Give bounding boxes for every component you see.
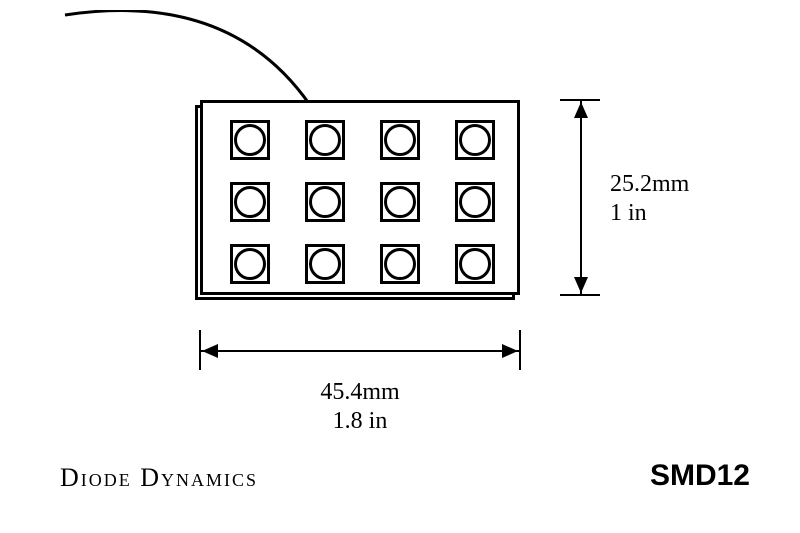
led [455, 182, 495, 222]
led [230, 244, 270, 284]
dimension-height-label: 25.2mm 1 in [610, 170, 689, 228]
led [305, 182, 345, 222]
led [455, 120, 495, 160]
led [305, 120, 345, 160]
dim-height-in: 1 in [610, 199, 689, 228]
arrow-down-icon [574, 277, 588, 293]
dim-line [200, 350, 520, 352]
led-board [200, 100, 520, 295]
led [380, 120, 420, 160]
led [305, 244, 345, 284]
led [230, 120, 270, 160]
dim-line [580, 100, 582, 295]
led [380, 182, 420, 222]
dimension-width-label: 45.4mm 1.8 in [300, 378, 420, 436]
dimension-width [200, 330, 520, 370]
arrow-right-icon [502, 344, 518, 358]
led [455, 244, 495, 284]
model-label: SMD12 [650, 459, 750, 493]
led [230, 182, 270, 222]
arrow-left-icon [202, 344, 218, 358]
dim-height-mm: 25.2mm [610, 170, 689, 199]
arrow-up-icon [574, 102, 588, 118]
brand-label: Diode Dynamics [60, 463, 258, 493]
dimension-height [560, 100, 600, 295]
dim-width-mm: 45.4mm [300, 378, 420, 407]
led [380, 244, 420, 284]
dim-width-in: 1.8 in [300, 407, 420, 436]
diagram-canvas: 25.2mm 1 in 45.4mm 1.8 in Diode Dynamics… [0, 0, 800, 533]
